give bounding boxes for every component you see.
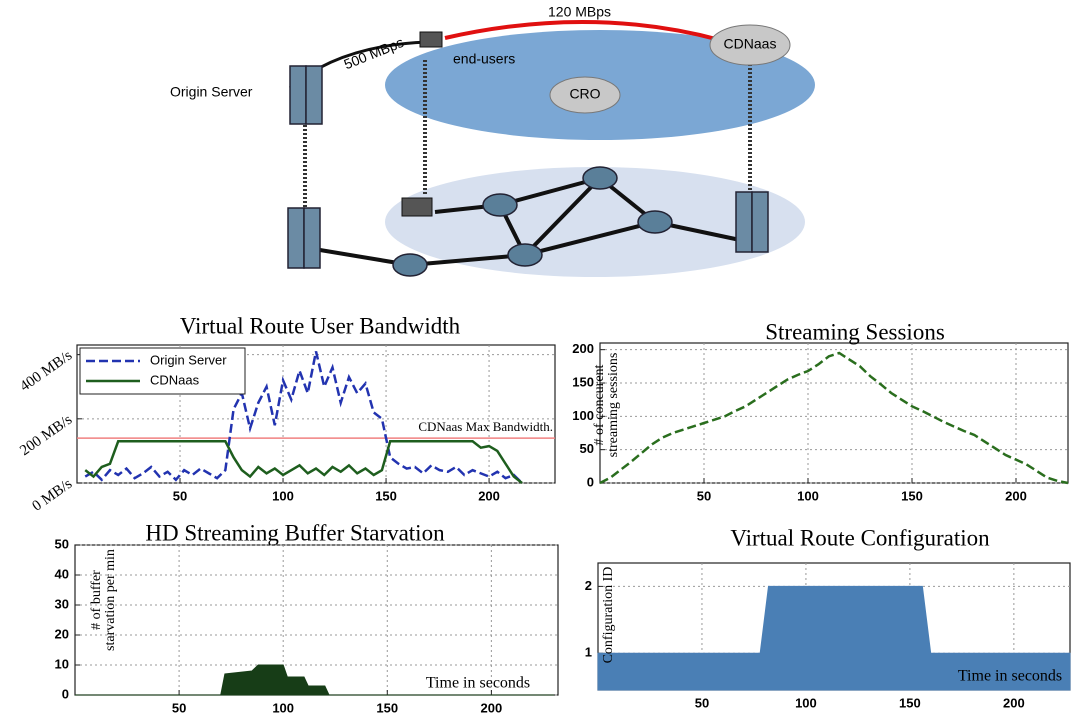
x-tick-label: 150 [375,488,397,503]
x-tick-label: 100 [272,700,294,715]
y-axis-label: Configuration ID [602,566,616,664]
axis-note: Time in seconds [958,668,1062,685]
plot-area [599,342,1069,484]
x-tick-label: 200 [481,700,503,715]
y-tick-label: 50 [55,536,69,551]
chart-title: HD Streaming Buffer Starvation [145,520,445,545]
x-tick-label: 150 [899,695,921,710]
x-tick-label: 100 [795,695,817,710]
y-tick-label: 0 [62,686,69,701]
data-line [84,351,523,484]
axis-note: Time in seconds [426,675,530,692]
link-label: 500 MBps [341,34,405,72]
y-tick-label: 30 [55,596,69,611]
chart-title: Streaming Sessions [765,319,945,344]
y-tick-label: 1 [585,645,592,660]
routers [392,166,673,277]
y-axis-label-box: # of buffer starvation per min [90,549,118,651]
x-tick-label: 50 [695,695,709,710]
vertical-links [303,60,752,210]
laptops [401,31,443,217]
y-axis-label-group: Configuration ID [602,566,616,664]
y-axis-label-group: # of buffer starvation per min [90,549,118,651]
chart-title: Virtual Route User Bandwidth [180,313,461,338]
x-tick-label: 50 [697,488,711,503]
y-tick-label: 150 [572,374,594,389]
y-tick-label: 0 [587,474,594,489]
y-tick-label: 200 [572,341,594,356]
clouds [549,24,791,114]
data-line [599,351,1069,485]
link-label: 120 MBps [548,4,611,20]
node-label: end-users [453,51,515,67]
x-tick-label: 50 [172,700,186,715]
cdn-link [444,20,721,42]
x-tick-label: 100 [797,488,819,503]
y-axis-label-box: # of concurent streaming sessions [593,352,621,458]
y-axis-label-box: Configuration ID [602,566,616,664]
legend-label: Origin Server [150,352,227,367]
data-area [75,664,554,696]
plot-area [74,544,559,696]
lower-plane [385,167,805,277]
x-tick-label: 200 [1003,695,1025,710]
y-axis-label: # of buffer starvation per min [90,549,118,651]
x-tick-label: 200 [478,488,500,503]
x-tick-label: 50 [173,488,187,503]
x-tick-label: 150 [901,488,923,503]
y-tick-label: 50 [580,441,594,456]
y-axis-label: # of concurent streaming sessions [593,352,621,458]
y-tick-label: 0 MB/s [30,476,76,515]
legend-box [79,347,246,395]
x-tick-label: 200 [1005,488,1027,503]
node-label: CRO [569,86,600,102]
data-line [84,440,523,484]
y-tick-label: 40 [55,566,69,581]
legend-label: CDNaas [150,372,200,387]
y-tick-label: 10 [55,656,69,671]
y-tick-label: 100 [572,408,594,423]
y-tick-label: 2 [585,578,592,593]
node-label: CDNaas [724,36,777,52]
y-tick-label: 200 MB/s [17,412,75,459]
threshold-label: CDNaas Max Bandwidth. [418,419,553,434]
node-label: Origin Server [170,84,253,100]
network-diagram: 120 MBps 500 MBps end-users CDNaas CRO O… [170,4,815,277]
x-tick-label: 100 [272,488,294,503]
x-tick-label: 150 [376,700,398,715]
data-area [597,585,1071,691]
chart-title: Virtual Route Configuration [730,525,990,550]
servers [287,65,769,269]
y-tick-label: 20 [55,626,69,641]
y-tick-label: 400 MB/s [17,348,75,395]
y-axis-label-group: # of concurent streaming sessions [593,352,621,458]
